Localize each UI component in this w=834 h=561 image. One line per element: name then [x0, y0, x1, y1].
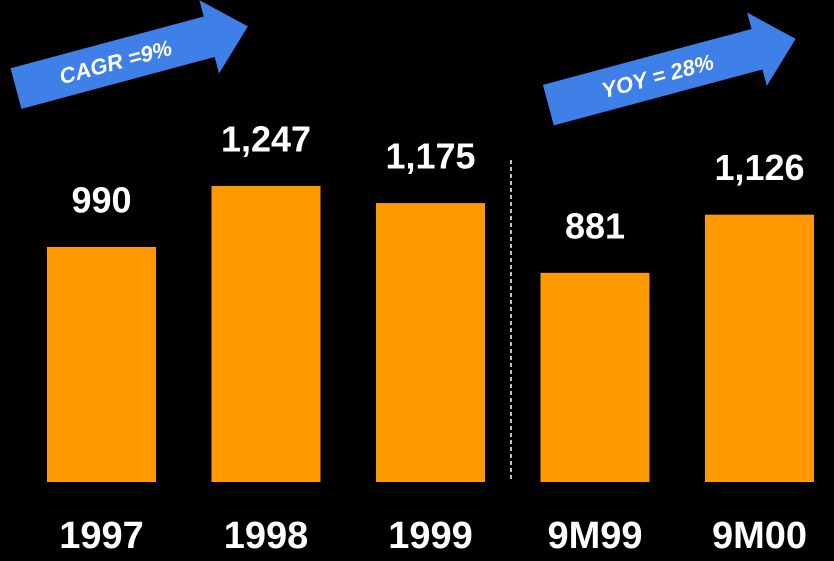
value-label: 1,175 [385, 136, 475, 177]
bar [211, 185, 321, 482]
value-label: 881 [565, 205, 625, 246]
value-label: 1,247 [221, 118, 311, 159]
x-tick-label: 1998 [224, 515, 309, 557]
x-tick-label: 9M99 [547, 515, 642, 557]
bar [376, 203, 485, 482]
x-tick-label: 1999 [388, 515, 473, 557]
value-label: 990 [71, 179, 131, 220]
bar [47, 246, 156, 482]
x-tick-label: 9M00 [712, 515, 807, 557]
arrow-shape [542, 12, 796, 126]
x-tick-label: 1997 [59, 515, 144, 557]
bar [705, 214, 814, 482]
arrow-shape [10, 0, 248, 109]
value-label: 1,126 [714, 147, 804, 188]
bar [540, 272, 650, 482]
